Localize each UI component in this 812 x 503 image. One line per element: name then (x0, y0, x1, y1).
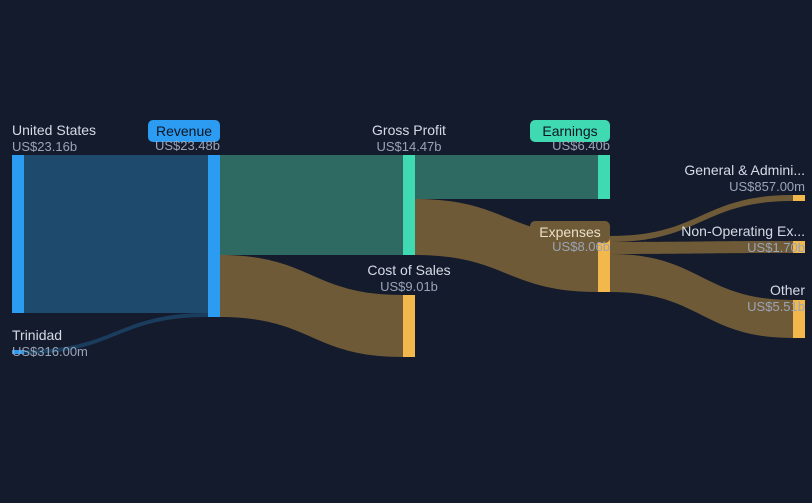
label-title-nonop: Non-Operating Ex... (681, 223, 805, 239)
node-gp[interactable] (403, 155, 415, 255)
label-title-earn: Earnings (542, 123, 597, 139)
label-value-earn: US$6.40b (552, 138, 610, 153)
label-value-other: US$5.51b (747, 299, 805, 314)
label-title-tt: Trinidad (12, 327, 62, 343)
label-title-exp: Expenses (539, 224, 600, 240)
sankey-chart: United StatesUS$23.16b TrinidadUS$316.00m… (0, 0, 812, 503)
label-title-us: United States (12, 122, 96, 138)
label-value-us: US$23.16b (12, 139, 77, 154)
label-title-gp: Gross Profit (372, 122, 446, 138)
label-value-exp: US$8.06b (552, 239, 610, 254)
node-cos[interactable] (403, 295, 415, 357)
node-rev[interactable] (208, 155, 220, 317)
label-value-nonop: US$1.70b (747, 240, 805, 255)
label-value-gp: US$14.47b (376, 139, 441, 154)
label-title-cos: Cost of Sales (367, 262, 450, 278)
label-title-ga: General & Admini... (684, 162, 805, 178)
label-title-other: Other (770, 282, 805, 298)
node-earn[interactable] (598, 155, 610, 199)
flow-rev-gp (220, 155, 403, 255)
node-ga[interactable] (793, 195, 805, 201)
flow-us-rev (24, 155, 208, 313)
label-value-ga: US$857.00m (729, 179, 805, 194)
flow-gp-earn (415, 155, 598, 199)
node-us[interactable] (12, 155, 24, 313)
label-value-rev: US$23.48b (155, 138, 220, 153)
label-value-tt: US$316.00m (12, 344, 88, 359)
label-value-cos: US$9.01b (380, 279, 438, 294)
label-title-rev: Revenue (156, 123, 212, 139)
